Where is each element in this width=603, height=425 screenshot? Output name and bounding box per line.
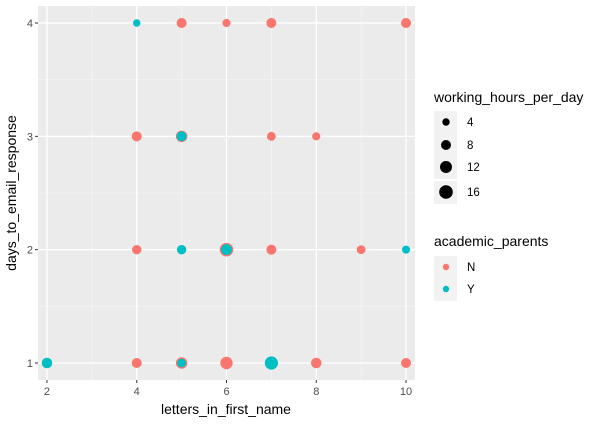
size-legend-label: 16 xyxy=(467,187,480,199)
size-legend-keys: 4 8 12 16 xyxy=(434,111,480,204)
size-legend-dot xyxy=(441,140,451,150)
size-legend-dot xyxy=(440,161,452,173)
x-axis-title: letters_in_first_name xyxy=(161,401,291,417)
data-point-N xyxy=(401,358,412,368)
data-point-Y xyxy=(176,131,187,142)
y-axis-title: days_to_email_response xyxy=(3,115,19,271)
data-point-Y xyxy=(264,356,278,370)
x-tick-label: 4 xyxy=(134,386,140,398)
color-legend-title: academic_parents xyxy=(434,233,548,249)
data-point-N xyxy=(266,18,277,28)
data-point-N xyxy=(132,244,142,255)
size-legend-label: 8 xyxy=(467,140,473,152)
data-point-Y xyxy=(41,357,53,369)
data-point-N xyxy=(266,244,277,255)
x-tick-label: 10 xyxy=(400,386,412,398)
y-tick-label: 3 xyxy=(27,131,33,143)
data-point-Y xyxy=(401,245,411,254)
y-tick-label: 1 xyxy=(27,358,33,370)
size-legend-label: 4 xyxy=(467,117,474,129)
size-legend-label: 12 xyxy=(467,162,480,174)
size-legend-dot xyxy=(439,185,453,199)
data-point-Y xyxy=(176,244,187,255)
data-point-N xyxy=(131,358,142,368)
data-point-Y xyxy=(220,244,233,256)
data-point-N xyxy=(220,356,233,370)
size-legend: working_hours_per_day 4 8 12 16 xyxy=(433,89,583,204)
color-legend-label: Y xyxy=(467,284,475,296)
color-legend-dot xyxy=(442,263,450,271)
x-tick-label: 8 xyxy=(313,386,319,398)
size-legend-title: working_hours_per_day xyxy=(433,89,583,105)
y-tick-label: 2 xyxy=(27,245,33,257)
y-axis-ticks: 1 2 3 4 xyxy=(27,18,38,370)
size-legend-dot xyxy=(442,118,450,126)
y-tick-label: 4 xyxy=(27,18,33,30)
data-point-Y xyxy=(133,19,141,27)
color-legend-dot xyxy=(442,285,450,293)
color-legend-keys: NY xyxy=(434,256,475,301)
data-point-N xyxy=(311,357,322,369)
x-tick-label: 2 xyxy=(44,386,50,398)
data-point-N xyxy=(312,132,321,141)
data-point-N xyxy=(222,18,231,28)
data-point-N xyxy=(176,18,187,28)
data-point-N xyxy=(131,131,142,142)
x-axis-ticks: 2 4 6 8 10 xyxy=(44,380,412,398)
data-points xyxy=(41,18,412,370)
color-legend-label: N xyxy=(467,262,475,274)
data-point-N xyxy=(401,18,412,28)
data-point-Y xyxy=(177,358,187,368)
data-point-N xyxy=(266,131,276,141)
color-legend: academic_parents NY xyxy=(434,233,548,301)
x-tick-label: 6 xyxy=(223,386,229,398)
data-point-N xyxy=(356,245,366,255)
